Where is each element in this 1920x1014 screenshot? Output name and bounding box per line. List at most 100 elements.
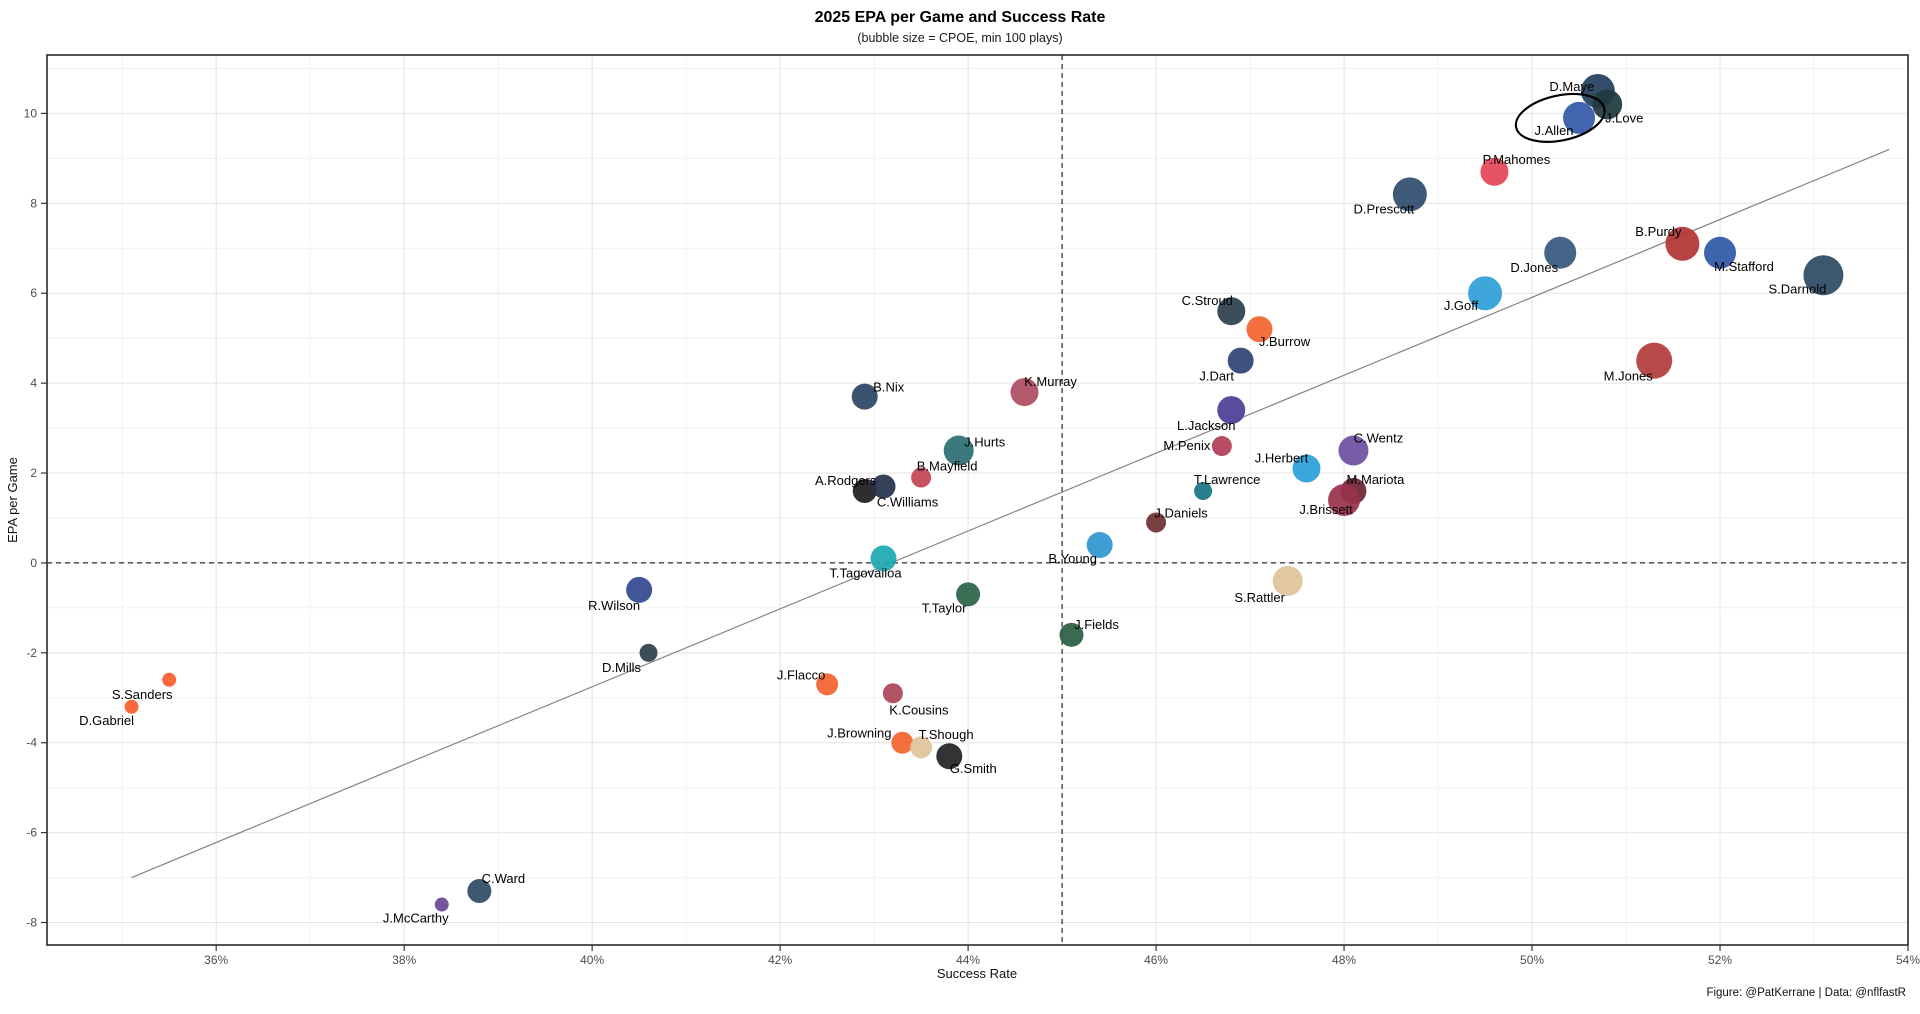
label-j-daniels: J.Daniels <box>1154 505 1208 520</box>
y-tick-label: -2 <box>26 646 37 660</box>
label-d-mills: D.Mills <box>602 660 641 675</box>
label-t-lawrence: T.Lawrence <box>1194 472 1260 487</box>
label-j-fields: J.Fields <box>1074 617 1119 632</box>
gridlines <box>47 55 1909 945</box>
x-tick-label: 48% <box>1332 953 1356 967</box>
y-axis-title: EPA per Game <box>5 457 20 543</box>
label-d-maye: D.Maye <box>1549 79 1594 94</box>
point-s-sanders <box>162 672 177 687</box>
point-c-wentz <box>1338 435 1369 466</box>
x-tick-label: 46% <box>1144 953 1168 967</box>
label-s-sanders: S.Sanders <box>112 687 173 702</box>
trend-line <box>131 148 1890 879</box>
point-b-young <box>1086 531 1113 558</box>
point-j-browning <box>891 731 914 754</box>
point-s-darnold <box>1803 255 1844 296</box>
x-axis-title: Success Rate <box>937 966 1017 981</box>
point-t-shough <box>910 736 933 759</box>
label-j-flacco: J.Flacco <box>777 667 825 682</box>
label-j-burrow: J.Burrow <box>1259 334 1311 349</box>
x-tick-label: 38% <box>392 953 416 967</box>
label-l-jackson: L.Jackson <box>1177 418 1236 433</box>
point-j-hurts <box>943 435 974 466</box>
point-r-wilson <box>626 576 653 603</box>
figure-caption: Figure: @PatKerrane | Data: @nflfastR <box>1706 987 1906 999</box>
highlight-ellipse <box>1514 92 1606 143</box>
label-j-dart: J.Dart <box>1199 369 1234 384</box>
y-tick-label: -8 <box>26 916 37 930</box>
label-c-ward: C.Ward <box>482 871 526 886</box>
point-labels: D.Maye J.Love J.Allen P.Mahomes D.Prescott D.… <box>79 79 1826 926</box>
label-j-browning: J.Browning <box>827 726 891 741</box>
chart-subtitle: (bubble size = CPOE, min 100 plays) <box>857 31 1062 45</box>
label-j-allen: J.Allen <box>1535 123 1574 138</box>
point-b-nix <box>851 383 878 410</box>
x-tick-label: 44% <box>956 953 980 967</box>
label-t-shough: T.Shough <box>919 727 974 742</box>
label-c-williams: C.Williams <box>877 495 939 510</box>
y-tick-label: 8 <box>30 196 37 210</box>
x-tick-label: 50% <box>1520 953 1544 967</box>
label-b-nix: B.Nix <box>873 380 905 395</box>
ellipse-annotation <box>1514 92 1606 143</box>
data-points <box>124 73 1844 912</box>
point-t-taylor <box>956 582 981 607</box>
x-tick-label: 36% <box>204 953 228 967</box>
y-tick-label: 0 <box>30 556 37 570</box>
x-tick-label: 40% <box>580 953 604 967</box>
point-j-fields <box>1059 622 1084 647</box>
point-j-goff <box>1468 276 1503 311</box>
label-c-wentz: C.Wentz <box>1354 431 1404 446</box>
label-d-prescott: D.Prescott <box>1354 201 1415 216</box>
y-tick-label: -4 <box>26 736 37 750</box>
label-m-jones: M.Jones <box>1604 369 1654 384</box>
y-tick-label: 6 <box>30 286 37 300</box>
label-a-rodgers: A.Rodgers <box>815 473 877 488</box>
y-tick-label: 10 <box>24 106 38 120</box>
point-j-flacco <box>816 673 839 696</box>
label-c-stroud: C.Stroud <box>1182 293 1233 308</box>
label-j-brissett: J.Brissett <box>1299 502 1353 517</box>
point-m-penix <box>1211 436 1232 457</box>
point-m-jones <box>1636 342 1673 379</box>
x-tick-label: 52% <box>1708 953 1732 967</box>
label-t-taylor: T.Taylor <box>922 600 967 615</box>
label-b-young: B.Young <box>1048 551 1097 566</box>
label-b-purdy: B.Purdy <box>1635 224 1682 239</box>
label-b-mayfield: B.Mayfield <box>917 459 978 474</box>
point-j-herbert <box>1292 454 1321 483</box>
point-j-burrow <box>1246 316 1273 343</box>
label-j-mccarthy: J.McCarthy <box>383 911 449 926</box>
point-t-lawrence <box>1194 482 1213 501</box>
label-d-jones: D.Jones <box>1510 260 1558 275</box>
point-j-dart <box>1227 347 1254 374</box>
panel-border <box>46 54 1909 946</box>
point-j-daniels <box>1146 512 1167 533</box>
y-tick-label: -6 <box>26 826 37 840</box>
label-k-murray: K.Murray <box>1024 374 1077 389</box>
point-d-mills <box>639 643 658 662</box>
point-k-murray <box>1010 378 1039 407</box>
point-d-jones <box>1544 236 1577 269</box>
point-j-mccarthy <box>434 897 449 912</box>
label-j-hurts: J.Hurts <box>964 435 1006 450</box>
regression-line <box>131 148 1890 879</box>
point-a-rodgers <box>852 479 877 504</box>
label-g-smith: G.Smith <box>950 761 997 776</box>
point-k-cousins <box>882 683 903 704</box>
label-j-love: J.Love <box>1605 110 1643 125</box>
label-k-cousins: K.Cousins <box>889 702 949 717</box>
label-s-darnold: S.Darnold <box>1769 281 1827 296</box>
label-t-tagovailoa: T.Tagovailoa <box>829 565 902 580</box>
point-c-ward <box>467 879 492 904</box>
label-s-rattler: S.Rattler <box>1234 590 1285 605</box>
point-c-stroud <box>1217 297 1246 326</box>
x-tick-label: 42% <box>768 953 792 967</box>
point-d-prescott <box>1392 177 1427 212</box>
label-d-gabriel: D.Gabriel <box>79 713 134 728</box>
point-j-allen <box>1563 101 1596 134</box>
point-t-tagovailoa <box>870 545 897 572</box>
point-l-jackson <box>1217 396 1246 425</box>
